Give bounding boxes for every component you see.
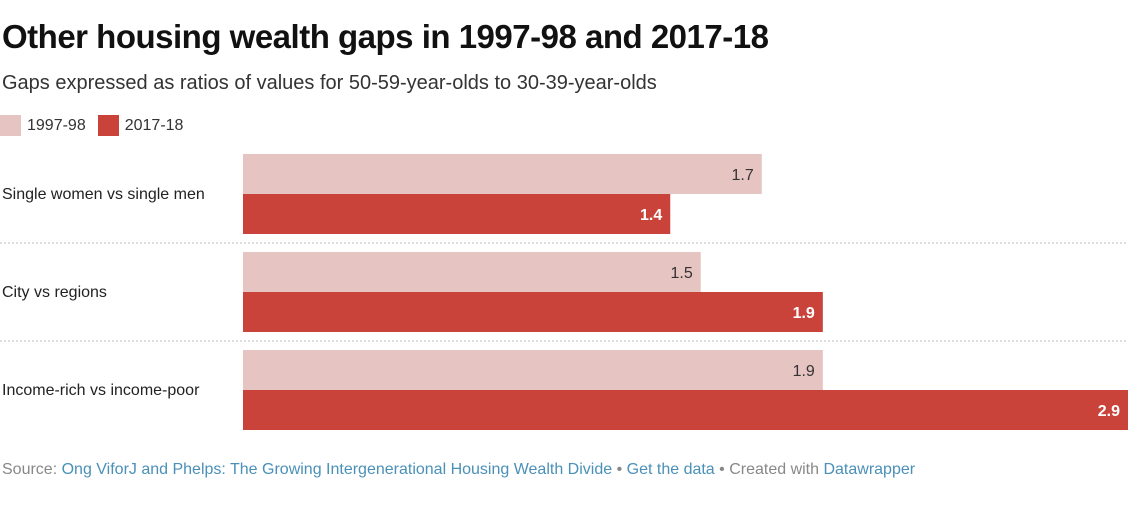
chart-subtitle: Gaps expressed as ratios of values for 5…: [2, 72, 657, 94]
legend-item-1997: 1997-98: [0, 115, 86, 136]
get-data-link[interactable]: Get the data: [626, 461, 715, 478]
legend-swatch-1997: [0, 115, 21, 136]
footer-separator-1: •: [612, 461, 627, 478]
bar-2017-18: [243, 390, 1128, 430]
footer-separator-2: • Created with: [714, 461, 824, 478]
datawrapper-link[interactable]: Datawrapper: [823, 461, 916, 478]
legend-item-2017: 2017-18: [97, 115, 184, 136]
bar-2017-18: [243, 194, 671, 234]
bar-value-label: 1.7: [732, 167, 754, 184]
bar-2017-18: [243, 292, 823, 332]
bar-1997-98: [243, 252, 701, 292]
bar-1997-98: [243, 350, 823, 390]
legend-swatch-2017: [97, 115, 119, 136]
category-label: Single women vs single men: [2, 186, 205, 203]
legend-label-1997: 1997-98: [27, 116, 86, 134]
chart-legend: 1997-98 2017-18: [0, 115, 195, 136]
chart-title: Other housing wealth gaps in 1997-98 and…: [2, 18, 769, 55]
bar-value-label: 2.9: [1098, 403, 1120, 420]
bar-value-label: 1.9: [793, 305, 815, 322]
bar-value-label: 1.9: [793, 363, 815, 380]
bar-1997-98: [243, 154, 762, 194]
chart-footer: Source: Ong ViforJ and Phelps: The Growi…: [2, 461, 915, 479]
bar-chart-svg: Single women vs single men 1.7 1.4 City vs …: [0, 154, 1128, 430]
bar-chart: Single women vs single men 1.7 1.4 City vs …: [0, 150, 1128, 440]
legend-label-2017: 2017-18: [124, 116, 184, 134]
category-label: Income-rich vs income-poor: [2, 382, 200, 399]
bar-value-label: 1.5: [671, 265, 693, 282]
bar-value-label: 1.4: [640, 207, 662, 224]
category-label: City vs regions: [2, 284, 107, 301]
source-link[interactable]: Ong ViforJ and Phelps: The Growing Inter…: [61, 461, 613, 478]
source-prefix: Source:: [2, 461, 62, 478]
